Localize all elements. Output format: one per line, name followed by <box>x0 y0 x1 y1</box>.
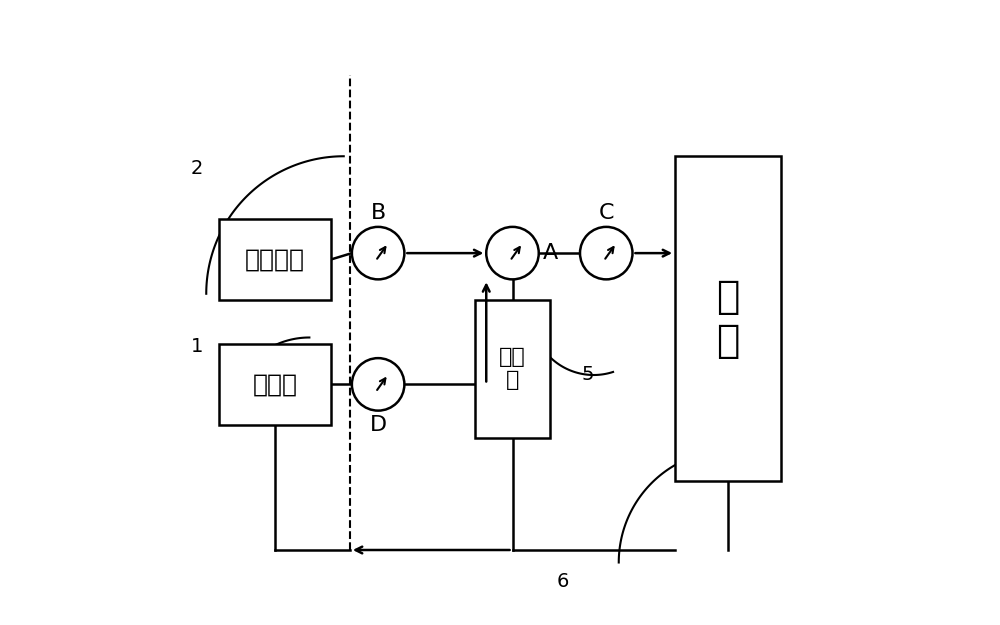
Text: 6: 6 <box>556 572 569 591</box>
Circle shape <box>352 358 404 411</box>
FancyBboxPatch shape <box>475 300 550 438</box>
FancyBboxPatch shape <box>219 344 331 425</box>
Text: 2: 2 <box>191 159 203 178</box>
Text: D: D <box>370 415 387 435</box>
Text: 5: 5 <box>581 366 594 384</box>
Text: 控制模块: 控制模块 <box>245 248 305 271</box>
Circle shape <box>580 227 633 279</box>
Text: 蓄电
池: 蓄电 池 <box>499 347 526 391</box>
Text: 1: 1 <box>191 338 203 356</box>
FancyBboxPatch shape <box>219 219 331 300</box>
FancyBboxPatch shape <box>675 156 781 481</box>
Circle shape <box>352 227 404 279</box>
Text: 负
载: 负 载 <box>716 278 740 360</box>
Text: A: A <box>542 243 558 263</box>
Circle shape <box>486 227 539 279</box>
Text: 整流器: 整流器 <box>252 372 298 396</box>
Text: C: C <box>598 202 614 222</box>
Text: B: B <box>370 202 386 222</box>
